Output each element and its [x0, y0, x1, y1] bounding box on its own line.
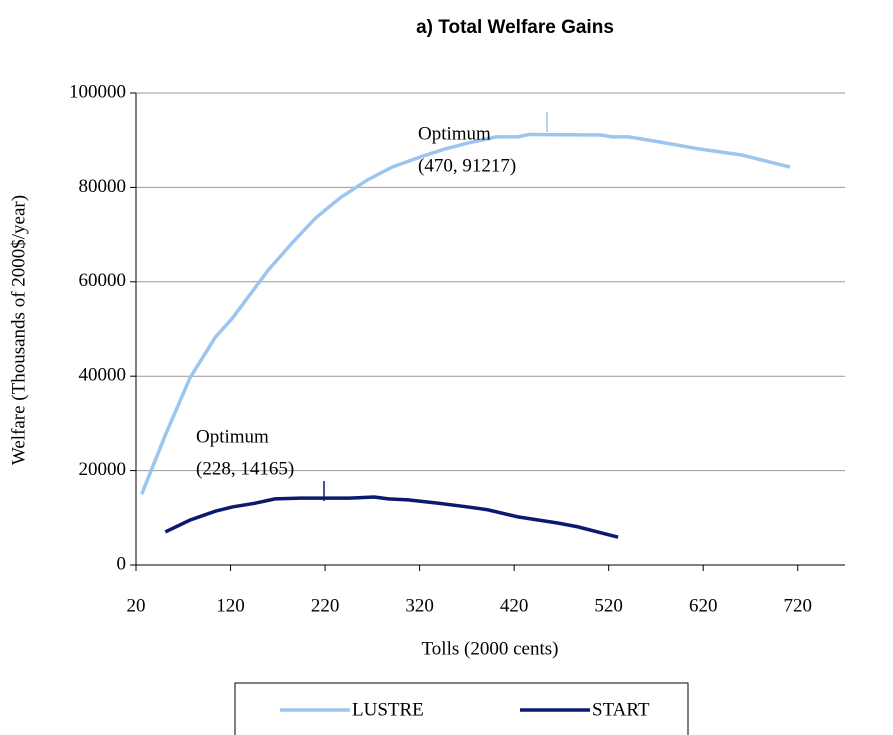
y-tick-label: 100000: [69, 81, 126, 102]
x-tick-label: 620: [689, 595, 718, 616]
y-tick-label: 40000: [79, 365, 127, 386]
y-tick-label: 60000: [79, 270, 127, 291]
x-tick-label: 220: [311, 595, 340, 616]
legend-label: START: [592, 699, 650, 720]
annotation: (470, 91217): [418, 155, 516, 176]
x-tick-label: 420: [500, 595, 529, 616]
legend-label: LUSTRE: [352, 699, 424, 720]
x-tick-label: 520: [594, 595, 623, 616]
y-tick-label: 80000: [79, 176, 127, 197]
line-series: [164, 495, 619, 539]
line-series: [140, 132, 791, 495]
x-tick-label: 320: [405, 595, 434, 616]
x-axis-label: Tolls (2000 cents): [422, 638, 559, 659]
x-tick-label: 720: [783, 595, 812, 616]
y-axis-label: Welfare (Thousands of 2000$/year): [8, 195, 29, 465]
y-tick-label: 0: [117, 553, 127, 574]
x-tick-label: 120: [216, 595, 245, 616]
annotation: Optimum: [418, 123, 491, 144]
y-tick-label: 20000: [79, 459, 127, 480]
annotation: (228, 14165): [196, 458, 294, 479]
x-tick-label: 20: [127, 595, 146, 616]
chart-title: a) Total Welfare Gains: [416, 17, 614, 38]
annotation: Optimum: [196, 426, 269, 447]
